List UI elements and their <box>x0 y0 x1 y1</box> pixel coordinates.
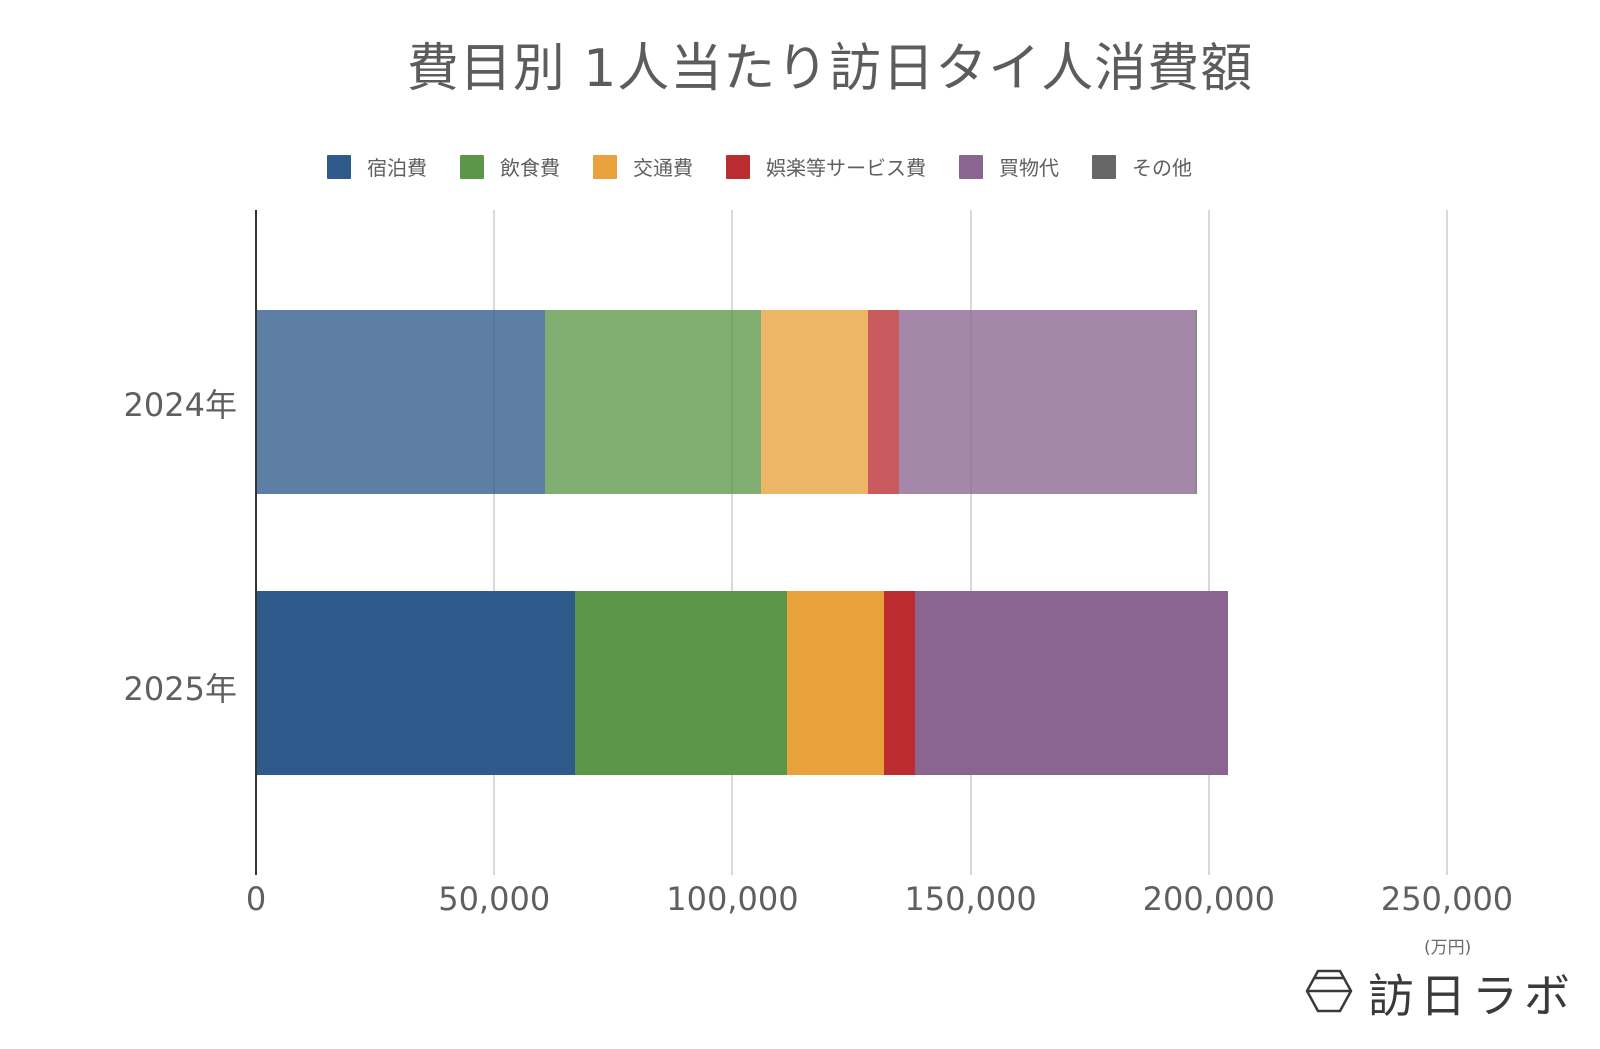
x-tick-label: 0 <box>245 880 267 918</box>
logo-text: 訪日ラボ <box>1368 969 1576 1023</box>
legend-label: 娯楽等サービス費 <box>766 156 926 180</box>
legend-label: 宿泊費 <box>367 156 427 180</box>
unit-label: (万円) <box>1424 938 1472 958</box>
bar-segment[interactable] <box>787 591 885 775</box>
plot-area <box>255 210 1546 875</box>
gridline <box>493 210 496 875</box>
legend-label: 買物代 <box>999 156 1059 180</box>
gridline <box>731 210 734 875</box>
x-tick-label: 250,000 <box>1380 880 1514 918</box>
legend-label: 交通費 <box>633 156 693 180</box>
brand-logo: 訪日ラボ <box>1304 960 1576 1026</box>
y-axis-line <box>255 210 257 875</box>
bar-segment[interactable] <box>915 591 1229 775</box>
bar-segment[interactable] <box>760 310 869 494</box>
legend-swatch-icon <box>1092 154 1116 179</box>
category-label-2024: 2024年 <box>123 386 237 424</box>
legend-item-accommodation[interactable]: 宿泊費 <box>327 152 427 181</box>
legend-item-entertainment[interactable]: 娯楽等サービス費 <box>726 152 926 181</box>
legend-swatch-icon <box>460 154 484 179</box>
legend-swatch-icon <box>726 154 750 179</box>
x-tick-label: 50,000 <box>438 880 551 918</box>
bar-segment[interactable] <box>545 310 761 494</box>
gridline <box>1446 210 1448 875</box>
x-tick-label: 200,000 <box>1142 880 1275 918</box>
x-tick-label: 150,000 <box>904 880 1037 918</box>
legend-item-food[interactable]: 飲食費 <box>460 152 560 181</box>
category-label-2025: 2025年 <box>123 670 237 708</box>
chart-title: 費目別 1人当たり訪日タイ人消費額 <box>406 39 1254 99</box>
hexagon-logo-icon <box>1304 968 1354 1018</box>
bar-2025年 <box>256 591 1229 775</box>
x-tick-label: 100,000 <box>666 880 799 918</box>
legend-item-other[interactable]: その他 <box>1092 152 1192 181</box>
legend-swatch-icon <box>327 154 351 179</box>
legend-item-shopping[interactable]: 買物代 <box>959 152 1059 181</box>
legend-label: 飲食費 <box>500 156 560 180</box>
legend-label: その他 <box>1132 156 1192 180</box>
legend-item-transport[interactable]: 交通費 <box>593 152 693 181</box>
legend-swatch-icon <box>593 154 617 179</box>
bar-segment[interactable] <box>1194 310 1197 494</box>
bar-segment[interactable] <box>256 591 576 775</box>
gridline <box>969 210 972 875</box>
bar-segment[interactable] <box>899 310 1195 494</box>
legend: 宿泊費 飲食費 交通費 娯楽等サービス費 買物代 その他 <box>327 152 1225 181</box>
bar-segment[interactable] <box>868 310 900 494</box>
bar-segment[interactable] <box>884 591 916 775</box>
legend-swatch-icon <box>959 154 983 179</box>
gridline <box>1207 210 1210 875</box>
bar-segment[interactable] <box>575 591 788 775</box>
bar-2024年 <box>256 310 1197 494</box>
bar-segment[interactable] <box>256 310 546 494</box>
